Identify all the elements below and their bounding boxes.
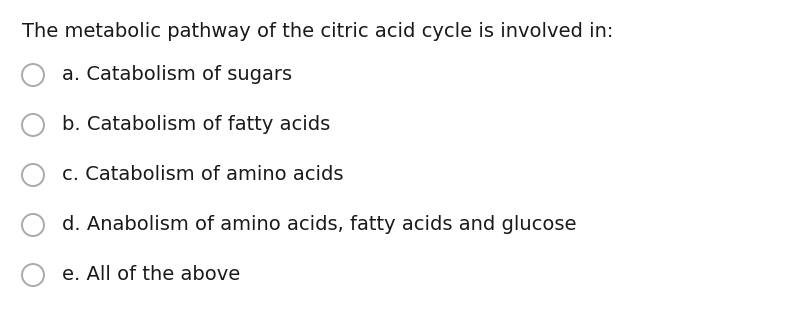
Text: a. Catabolism of sugars: a. Catabolism of sugars bbox=[62, 65, 292, 85]
Text: b. Catabolism of fatty acids: b. Catabolism of fatty acids bbox=[62, 116, 330, 135]
Text: The metabolic pathway of the citric acid cycle is involved in:: The metabolic pathway of the citric acid… bbox=[22, 22, 613, 41]
Text: c. Catabolism of amino acids: c. Catabolism of amino acids bbox=[62, 166, 344, 184]
Text: e. All of the above: e. All of the above bbox=[62, 266, 240, 285]
Circle shape bbox=[22, 264, 44, 286]
Circle shape bbox=[22, 214, 44, 236]
Circle shape bbox=[22, 164, 44, 186]
Circle shape bbox=[22, 64, 44, 86]
Text: d. Anabolism of amino acids, fatty acids and glucose: d. Anabolism of amino acids, fatty acids… bbox=[62, 215, 577, 234]
Circle shape bbox=[22, 114, 44, 136]
